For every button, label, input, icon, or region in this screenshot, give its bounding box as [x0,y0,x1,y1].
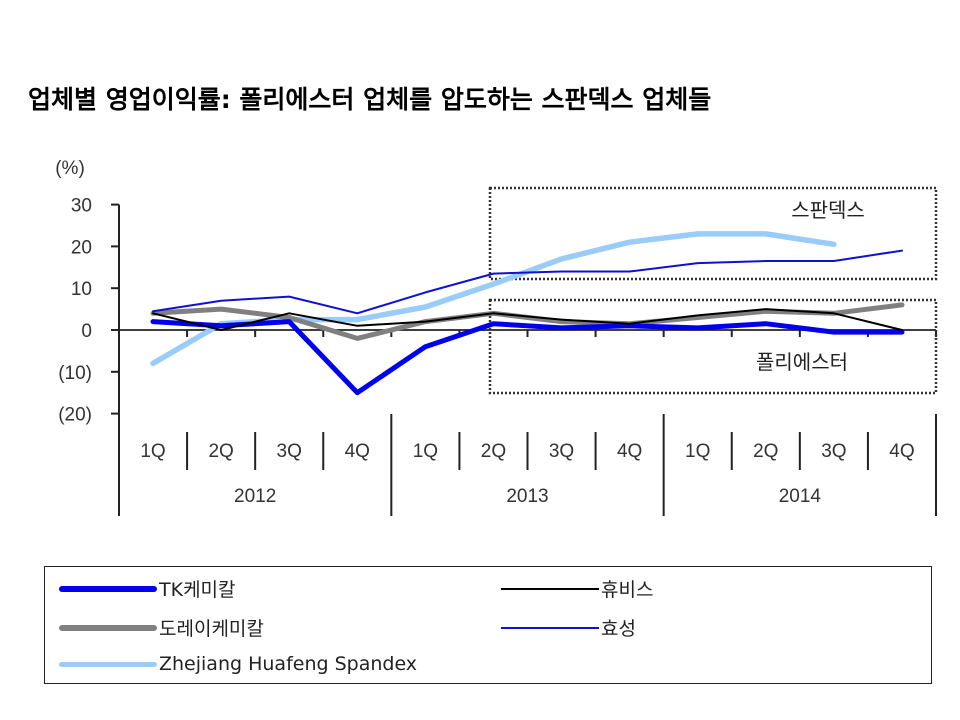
x-year-label: 2012 [234,486,276,507]
legend-swatch-tk [59,585,157,592]
y-tick-label: (20) [58,405,92,426]
x-tick-label: 3Q [277,441,302,462]
legend-item-huvis: 휴비스 [501,575,653,602]
legend-swatch-hyosung [501,626,599,629]
y-tick-label: (10) [58,363,92,384]
y-axis-unit-label: (%) [55,158,85,179]
x-tick-label: 4Q [345,441,370,462]
legend-label-huafeng: Zhejiang Huafeng Spandex [159,653,418,675]
line-chart: (%) 30 20 10 0 (10) (20) 1Q 2Q 3Q 4Q 1Q 2Q 3Q 4Q 1Q 2Q 3Q… [55,158,938,516]
spandex-annotation-box [488,186,938,281]
x-tick-label: 1Q [140,441,165,462]
x-tick-label: 3Q [821,441,846,462]
spandex-annotation-label: 스판덱스 [791,199,865,222]
legend-item-toray: 도레이케미칼 [59,614,264,641]
series-line-0 [150,319,905,396]
legend-item-huafeng: Zhejiang Huafeng Spandex [59,653,417,675]
legend-swatch-toray [59,624,157,631]
legend: TK케미칼 휴비스 도레이케미칼 효성 Zhejiang Huafeng Spa… [44,566,932,684]
legend-item-hyosung: 효성 [501,614,636,641]
x-tick-label: 4Q [889,441,914,462]
legend-label-toray: 도레이케미칼 [159,618,264,640]
x-tick-label: 2Q [208,441,233,462]
x-tick-label: 1Q [413,441,438,462]
y-tick-label: 30 [71,196,92,217]
series-line-4 [152,249,903,315]
x-year-label: 2014 [779,486,822,507]
legend-label-tk: TK케미칼 [159,579,236,601]
legend-swatch-huvis [501,587,599,590]
legend-label-hyosung: 효성 [601,618,636,640]
series-line-3 [152,308,903,331]
x-tick-label: 3Q [549,441,574,462]
y-tick-label: 20 [71,237,92,258]
polyester-annotation-box [488,298,938,395]
x-tick-label: 2Q [753,441,778,462]
legend-label-huvis: 휴비스 [601,579,654,601]
y-tick-label: 0 [81,321,92,342]
x-tick-label: 4Q [617,441,642,462]
polyester-annotation-label: 폴리에스터 [756,351,848,374]
y-tick-label: 10 [71,279,92,300]
x-year-label: 2013 [506,486,548,507]
x-tick-label: 1Q [685,441,710,462]
x-tick-label: 2Q [481,441,506,462]
chart-title: 업체별 영업이익률: 폴리에스터 업체를 압도하는 스판덱스 업체들 [28,85,712,114]
legend-swatch-huafeng [59,661,157,667]
legend-item-tk: TK케미칼 [59,575,236,602]
